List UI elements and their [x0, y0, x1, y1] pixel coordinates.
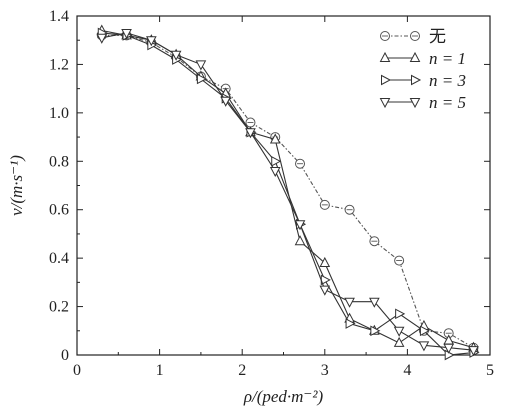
data-point [294, 220, 306, 231]
data-point [345, 318, 356, 329]
data-point [121, 28, 132, 40]
data-point [379, 51, 391, 62]
x-tick-label: 2 [238, 362, 246, 379]
legend-item: 无 [380, 27, 446, 46]
data-point [220, 96, 232, 107]
series-2 [96, 24, 479, 352]
data-point [319, 285, 331, 296]
data-point [344, 204, 355, 215]
data-point [269, 133, 281, 144]
y-tick-label: 0 [61, 347, 69, 364]
series-3 [97, 27, 480, 361]
data-point [410, 31, 420, 41]
data-point [443, 343, 455, 354]
data-point [271, 155, 282, 167]
data-point [393, 326, 405, 337]
data-point [344, 297, 355, 308]
series-line [101, 29, 474, 349]
data-point [319, 256, 331, 267]
plot-area [96, 24, 480, 361]
data-point [294, 235, 306, 246]
data-point [269, 166, 281, 178]
legend-label: n = 1 [429, 49, 466, 68]
x-origin-label: 0 [73, 362, 81, 379]
data-point [393, 336, 405, 347]
y-tick-label: 0.8 [49, 153, 69, 170]
legend-label: n = 3 [429, 71, 466, 90]
data-point [380, 31, 390, 41]
legend-item: n = 5 [379, 93, 466, 112]
x-tick-label: 5 [486, 362, 494, 379]
x-axis-label: ρ/(ped·m⁻²) [243, 387, 324, 406]
series-line [101, 32, 474, 351]
legend-label: n = 5 [429, 93, 466, 112]
data-point [195, 60, 207, 71]
legend-item: n = 1 [379, 49, 466, 68]
y-tick-label: 1.0 [49, 105, 69, 122]
series-line [101, 32, 474, 356]
y-tick-label: 0.4 [49, 250, 69, 267]
data-point [381, 74, 392, 86]
legend-label: 无 [429, 27, 446, 46]
data-point [196, 73, 207, 85]
legend-item: n = 3 [381, 71, 466, 90]
data-point [369, 297, 380, 308]
data-point [245, 128, 256, 139]
y-tick-label: 1.2 [49, 56, 69, 73]
data-point [369, 236, 380, 247]
data-point [468, 346, 479, 357]
x-tick-label: 1 [156, 362, 164, 379]
data-point [379, 98, 391, 109]
data-point [395, 308, 406, 320]
data-point [370, 325, 381, 337]
data-point [409, 51, 421, 62]
data-point [96, 33, 108, 44]
data-point [245, 117, 256, 128]
y-tick-label: 0.6 [49, 202, 69, 219]
data-point [418, 341, 430, 352]
data-point [394, 255, 405, 266]
series-4 [96, 28, 479, 357]
x-tick-label: 3 [321, 362, 329, 379]
data-point [319, 199, 330, 210]
data-point [295, 158, 306, 169]
data-point [409, 98, 421, 109]
y-axis-label: v/(m·s⁻¹) [7, 155, 26, 216]
data-point [170, 50, 182, 61]
data-point [444, 349, 455, 361]
legend: 无 n = 1 n = 3 n = 5 [379, 27, 466, 112]
axes: 1 2 3 4 5 00 0.2 0.4 0.6 0.8 1.0 1.2 1.4 [49, 8, 494, 379]
y-tick-label: 0.2 [49, 299, 69, 316]
data-point [411, 74, 422, 86]
y-tick-label: 1.4 [49, 8, 69, 25]
data-point [419, 325, 430, 337]
x-tick-label: 4 [403, 362, 411, 379]
data-point [146, 36, 157, 47]
